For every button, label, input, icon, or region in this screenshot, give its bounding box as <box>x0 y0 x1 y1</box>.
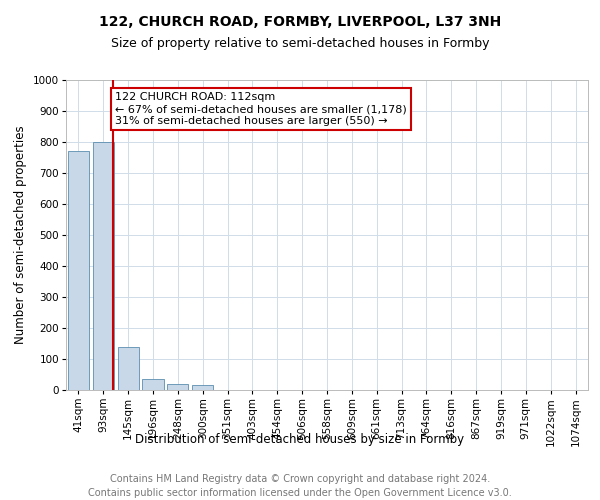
Bar <box>192 386 213 390</box>
Bar <box>118 346 139 390</box>
Bar <box>142 379 164 390</box>
Bar <box>93 142 114 390</box>
Bar <box>68 152 89 390</box>
Text: 122, CHURCH ROAD, FORMBY, LIVERPOOL, L37 3NH: 122, CHURCH ROAD, FORMBY, LIVERPOOL, L37… <box>99 15 501 29</box>
Text: Size of property relative to semi-detached houses in Formby: Size of property relative to semi-detach… <box>111 38 489 51</box>
Text: Contains HM Land Registry data © Crown copyright and database right 2024.
Contai: Contains HM Land Registry data © Crown c… <box>88 474 512 498</box>
Y-axis label: Number of semi-detached properties: Number of semi-detached properties <box>14 126 28 344</box>
Text: Distribution of semi-detached houses by size in Formby: Distribution of semi-detached houses by … <box>136 432 464 446</box>
Text: 122 CHURCH ROAD: 112sqm
← 67% of semi-detached houses are smaller (1,178)
31% of: 122 CHURCH ROAD: 112sqm ← 67% of semi-de… <box>115 92 407 126</box>
Bar <box>167 384 188 390</box>
